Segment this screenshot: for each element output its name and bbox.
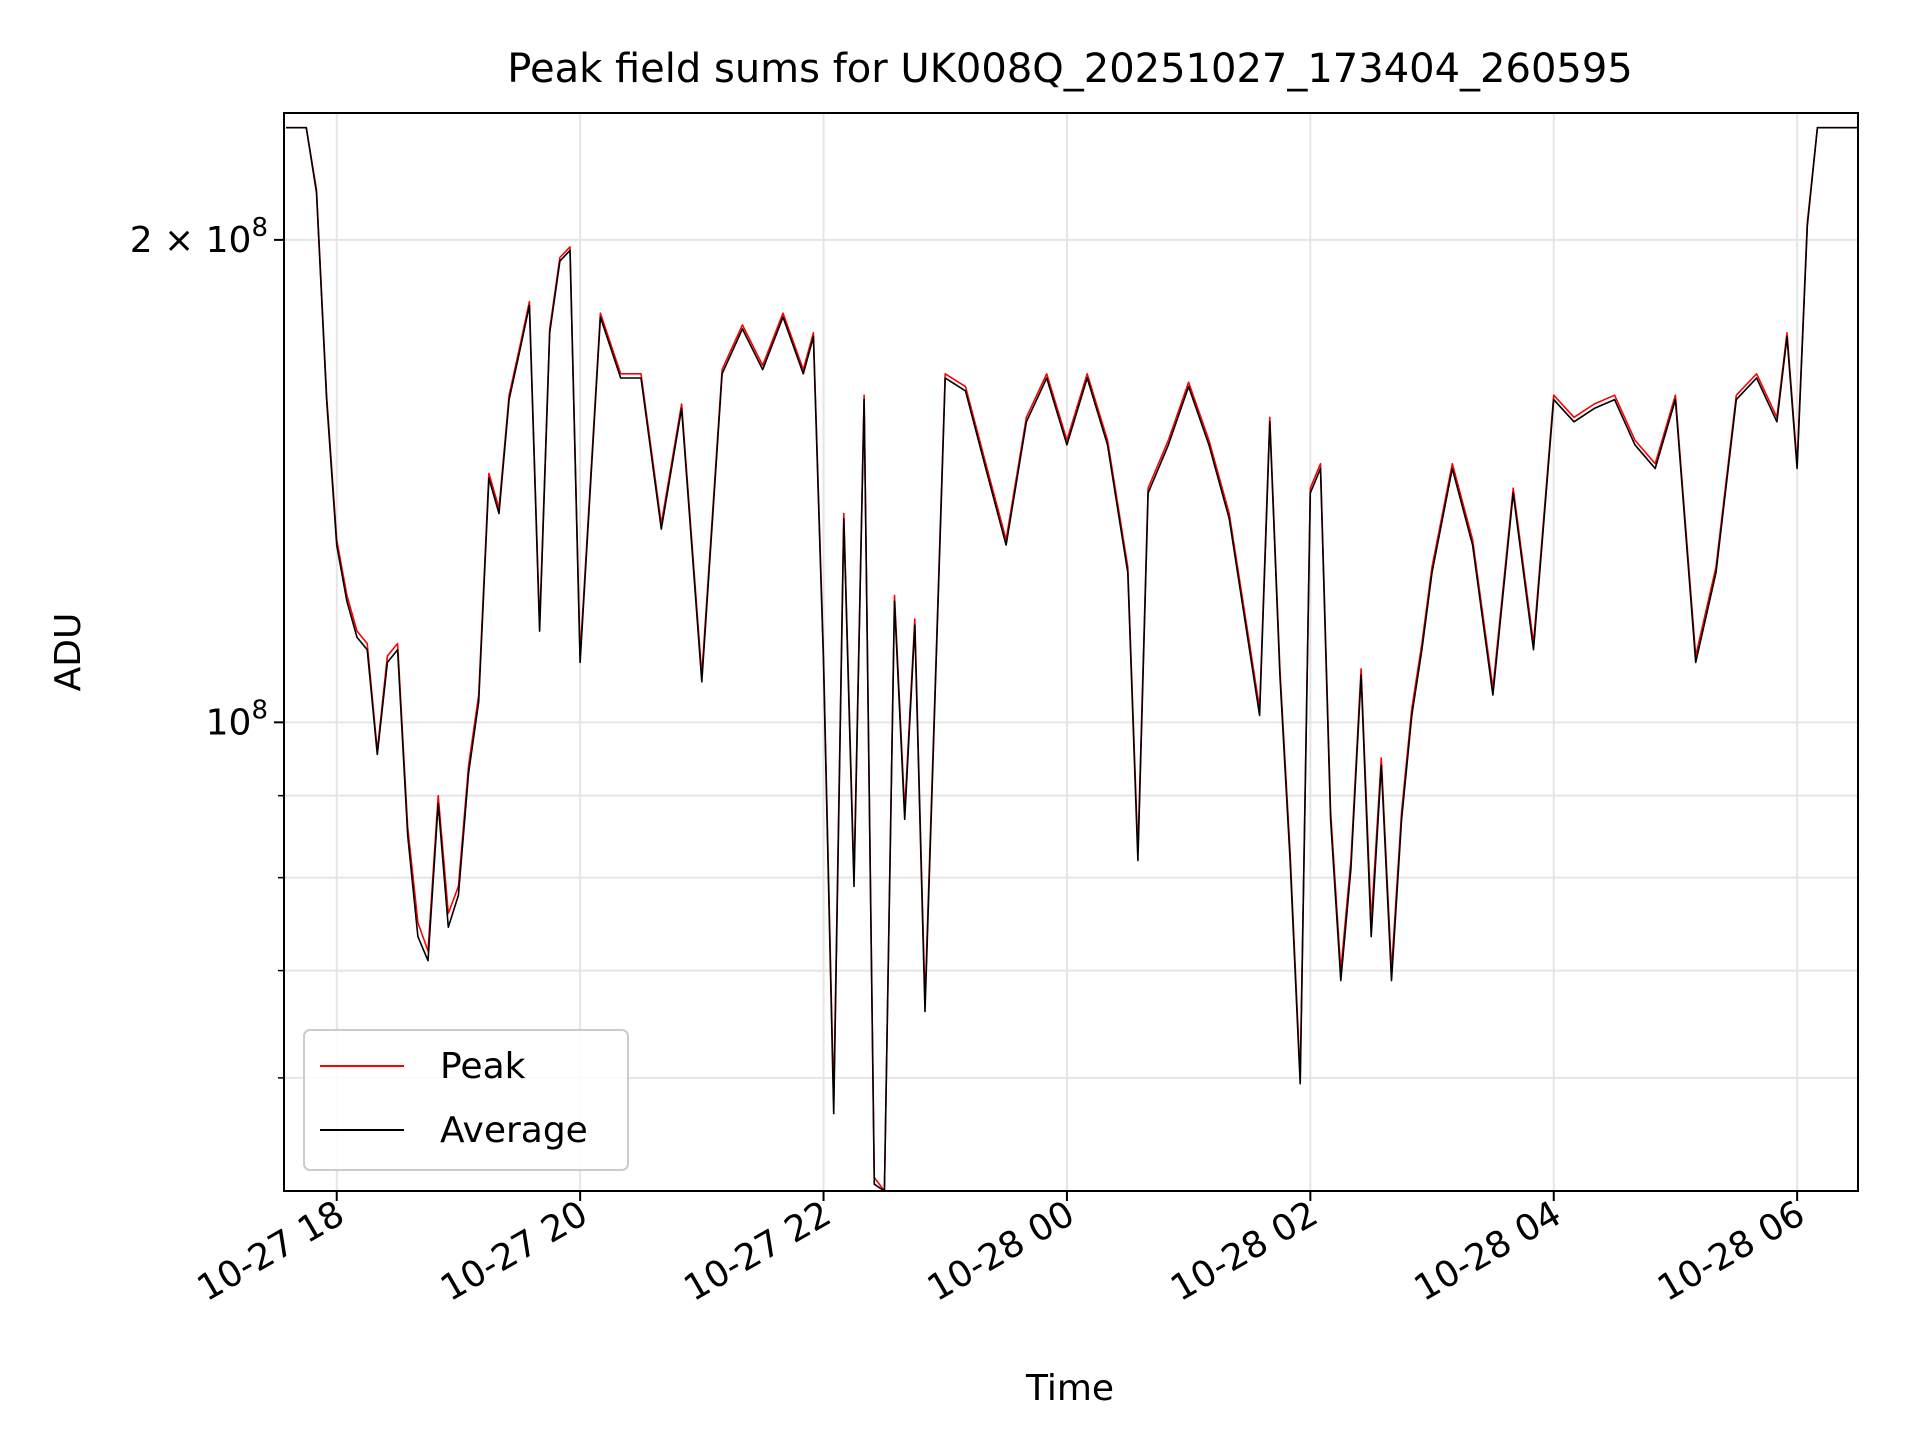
y-tick-label: 2 × 108: [130, 213, 268, 261]
y-axis: 108 2 × 108: [130, 213, 284, 1079]
plot-frame: [283, 112, 1859, 1192]
y-axis-label: ADU: [48, 613, 89, 692]
legend: Peak Average: [303, 1029, 629, 1171]
x-axis-label: Time: [1025, 1368, 1114, 1409]
legend-label-peak: Peak: [440, 1046, 526, 1087]
chart-title: Peak field sums for UK008Q_20251027_1734…: [507, 46, 1632, 92]
y-tick-label: 108: [206, 695, 268, 743]
series-layer: [286, 126, 1858, 1191]
series-line-average: [286, 126, 1858, 1191]
legend-label-average: Average: [440, 1110, 588, 1151]
